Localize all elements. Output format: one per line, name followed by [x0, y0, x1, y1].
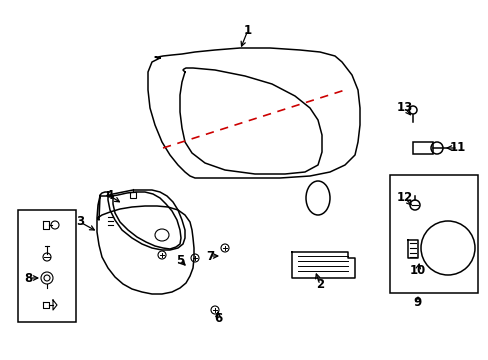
Text: 2: 2 [315, 279, 324, 292]
Text: 13: 13 [396, 102, 412, 114]
Bar [412, 142, 432, 154]
Bar [130, 192, 136, 198]
Bar [389, 175, 477, 293]
Text: 4: 4 [106, 189, 114, 202]
Text: 6: 6 [213, 311, 222, 324]
Text: 8: 8 [24, 271, 32, 284]
Text: 3: 3 [76, 216, 84, 229]
Text: 1: 1 [244, 23, 251, 36]
Text: 11: 11 [449, 141, 465, 154]
Text: 9: 9 [413, 296, 421, 309]
Text: 7: 7 [205, 249, 214, 262]
Text: 10: 10 [409, 264, 425, 276]
Text: 12: 12 [396, 192, 412, 204]
Text: 5: 5 [176, 253, 184, 266]
Bar [18, 210, 76, 322]
